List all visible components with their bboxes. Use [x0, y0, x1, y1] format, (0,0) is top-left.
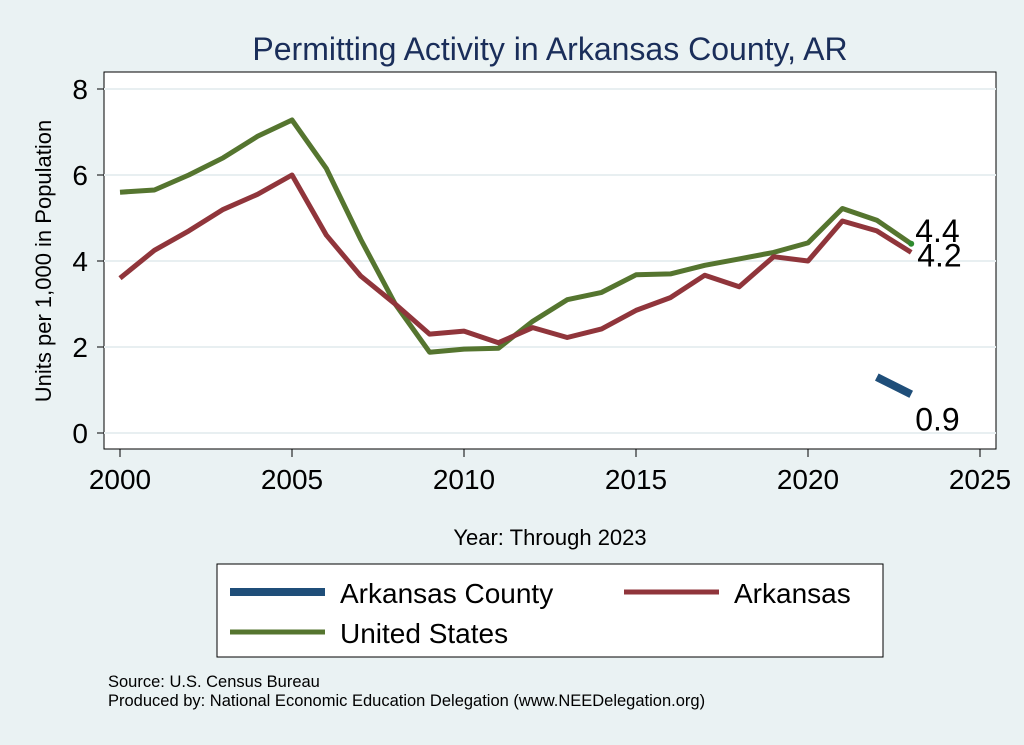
footnotes: Source: U.S. Census Bureau Produced by: …: [108, 673, 705, 711]
legend-label-arkansas: Arkansas: [734, 578, 851, 609]
x-tick-label: 2025: [949, 464, 1011, 495]
x-tick-label: 2000: [89, 464, 151, 495]
x-tick-label: 2015: [605, 464, 667, 495]
legend: Arkansas County Arkansas United States: [216, 563, 884, 658]
produced-by-note: Produced by: National Economic Education…: [108, 692, 706, 710]
legend-label-arkansas-county: Arkansas County: [340, 578, 553, 609]
series-layer: [118, 117, 913, 398]
y-tick-label: 6: [72, 160, 88, 191]
end-label-arkansas: 4.2: [917, 237, 961, 273]
gridlines: [104, 88, 996, 434]
end-marker-united-states: [908, 240, 915, 247]
chart-title: Permitting Activity in Arkansas County, …: [252, 31, 847, 67]
x-tick-label: 2020: [777, 464, 839, 495]
legend-label-united-states: United States: [340, 618, 508, 649]
end-labels: 0.9 4.24.4: [908, 213, 962, 437]
y-tick-label: 4: [72, 246, 88, 277]
x-tick-label: 2005: [261, 464, 323, 495]
end-label-arkansas-county: 0.9: [915, 401, 959, 437]
legend-box: [216, 563, 884, 658]
y-axis: 0 2 4 6 8: [72, 74, 104, 449]
x-tick-label: 2010: [433, 464, 495, 495]
end-label-united-states: 4.4: [915, 213, 959, 249]
series-line-arkansas: [118, 172, 913, 346]
x-axis-label: Year: Through 2023: [453, 525, 646, 550]
series-line-arkansas-county: [875, 373, 913, 398]
y-tick-label: 0: [72, 418, 88, 449]
y-axis-label: Units per 1,000 in Population: [31, 120, 56, 403]
source-note: Source: U.S. Census Bureau: [108, 673, 320, 691]
y-tick-label: 8: [72, 74, 88, 105]
y-tick-label: 2: [72, 332, 88, 363]
x-axis: 2000 2005 2010 2015 2020 2025: [89, 449, 1011, 495]
